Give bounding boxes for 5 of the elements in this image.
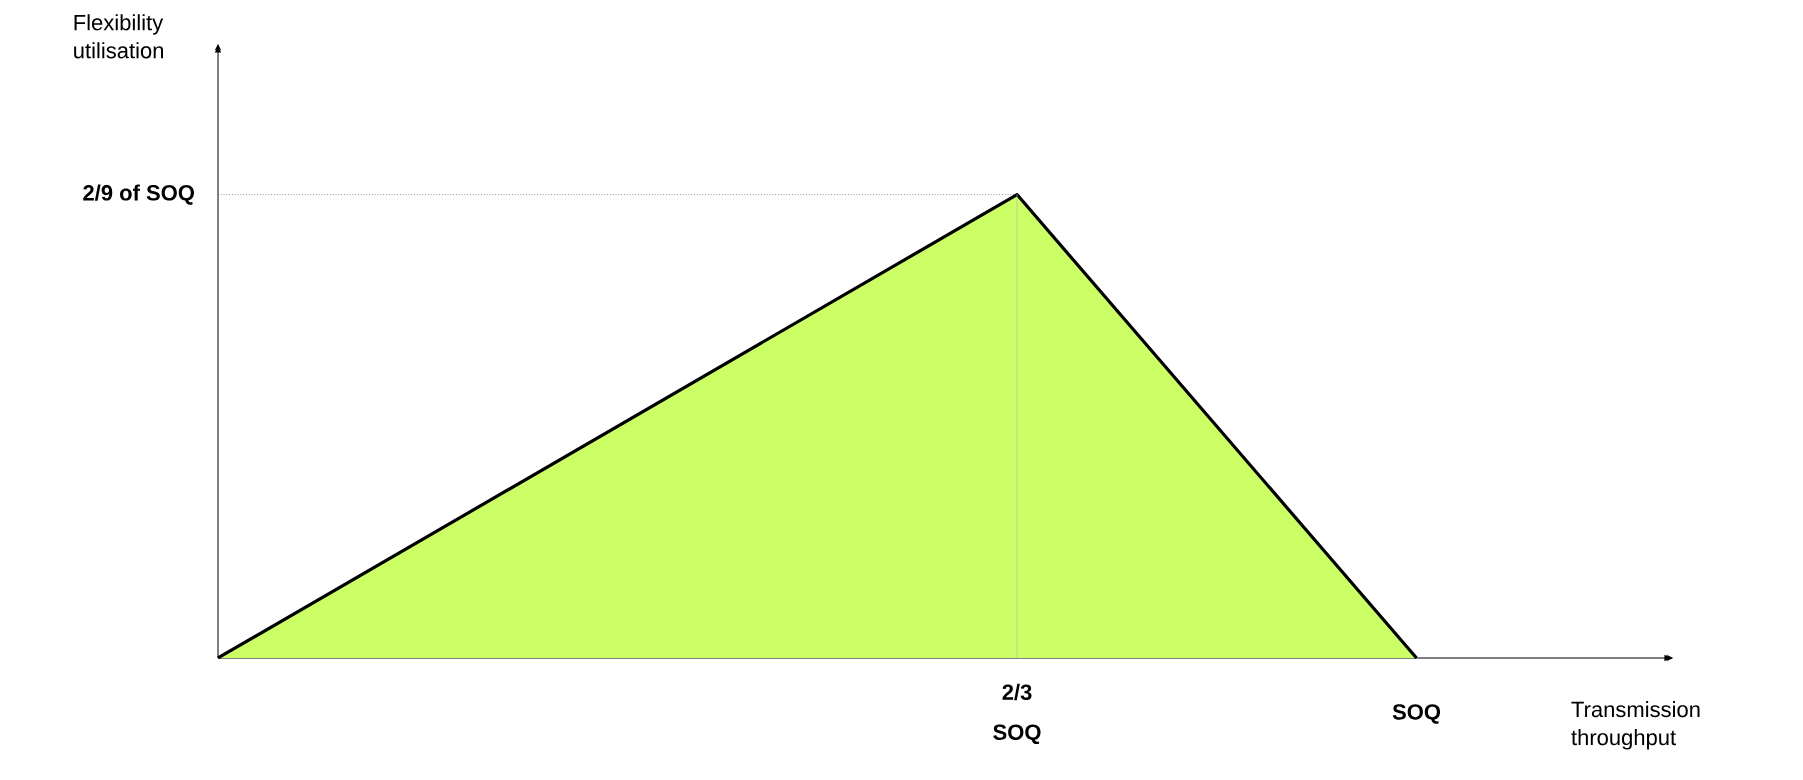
text: Flexibility utilisation: [74, 14, 164, 59]
x-axis-title: Transmission throughput: [1571, 701, 1700, 750]
x-tick-label: SOQ: [1392, 704, 1441, 724]
ref-line-label: 2/9 of SOQ: [83, 184, 195, 205]
x-tick-label: 2/3 SOQ: [993, 683, 1041, 745]
